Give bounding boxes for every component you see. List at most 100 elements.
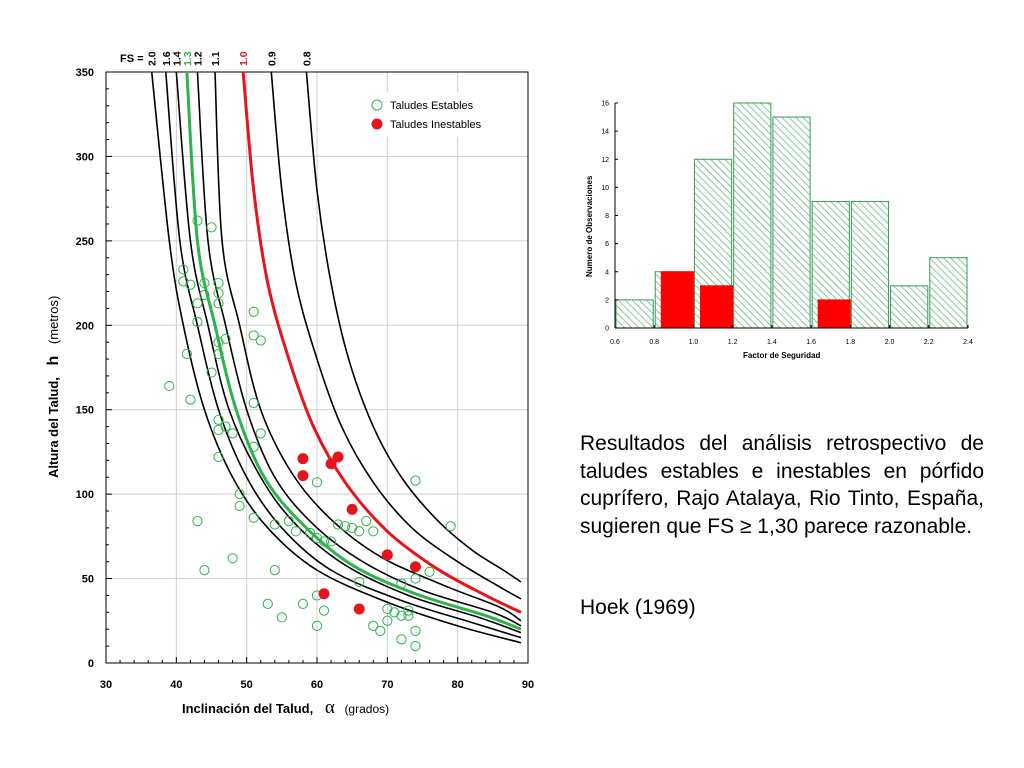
y-label-symbol: h	[45, 356, 62, 366]
y-tick-label: 300	[76, 151, 94, 163]
stable-point	[354, 576, 365, 588]
stable-point	[248, 306, 259, 317]
stable-point	[276, 612, 287, 623]
x-label-units: (grados)	[344, 702, 389, 716]
y-label-main: Altura del Talud,	[46, 377, 61, 478]
fs-label-0-8: 0.8	[301, 51, 313, 66]
y-tick-label: 150	[76, 405, 94, 417]
hist-x-tick-label: 1.8	[845, 339, 855, 346]
hist-y-tick-label: 10	[601, 185, 609, 192]
hist-x-tick-label: 2.0	[885, 339, 895, 346]
unstable-point	[325, 458, 337, 470]
unstable-bar	[817, 299, 851, 329]
stable-point	[234, 500, 245, 512]
legend-stable-marker	[371, 99, 383, 111]
hist-y-tick-label: 16	[601, 101, 609, 108]
x-tick-label: 70	[381, 679, 393, 691]
stable-point	[255, 428, 266, 439]
stable-point	[361, 516, 372, 527]
stable-point	[410, 641, 421, 652]
stable-point	[396, 610, 407, 621]
unstable-point	[346, 503, 358, 515]
stable-point	[248, 397, 259, 409]
stable-point	[333, 519, 344, 530]
stable-point	[220, 421, 231, 432]
unstable-point	[409, 561, 421, 573]
hist-y-axis-label: Numero de Observaciones	[585, 175, 594, 277]
stable-point	[213, 414, 224, 425]
stable-point	[248, 441, 259, 452]
fs-curve-1-3	[185, 71, 522, 631]
scatter-points	[164, 215, 456, 652]
stable-point	[213, 288, 224, 299]
stable-point	[178, 264, 189, 275]
stable-point	[347, 522, 358, 534]
y-tick-label: 200	[76, 320, 94, 332]
legend-box	[362, 92, 506, 137]
stable-point	[192, 316, 203, 328]
stable-point	[248, 512, 259, 523]
fs-curve-0-9	[270, 71, 522, 600]
main-y-axis-label: Altura del Talud, h (metros)	[45, 296, 62, 478]
stable-point	[311, 532, 323, 544]
hist-x-tick-label: 2.2	[924, 339, 934, 346]
stable-point	[368, 526, 379, 537]
stable-point	[213, 277, 224, 289]
stable-point	[185, 394, 196, 405]
stable-point	[164, 380, 175, 392]
unstable-point	[332, 451, 344, 463]
stable-point	[213, 337, 224, 348]
stable-point	[410, 625, 421, 637]
y-tick-label: 50	[82, 574, 94, 586]
main-axis-ticks: 30 40 50 60 70 80 90 0 50 100 150 200 250 300 350	[76, 67, 534, 691]
caption-text: Resultados del análisis retrospectivo de…	[580, 432, 984, 538]
legend: Taludes Estables Taludes Inestables	[362, 92, 506, 137]
fs-curve-labels: 2.0 1.61.41.31.2 1.1 1.0 0.9 0.8	[147, 51, 314, 66]
stable-point	[311, 477, 323, 488]
x-tick-label: 30	[100, 679, 112, 691]
stable-point	[325, 536, 337, 547]
stable-point	[382, 603, 393, 615]
stable-point	[389, 607, 400, 618]
x-tick-label: 80	[452, 679, 464, 691]
stable-point	[255, 335, 266, 346]
stable-point	[297, 598, 309, 610]
stable-point	[304, 527, 316, 539]
stable-point	[354, 526, 365, 537]
fs-label-1-0: 1.0	[238, 51, 250, 66]
hist-y-tick-label: 8	[605, 213, 609, 220]
fs-curve-1-4	[175, 71, 522, 634]
y-tick-label: 100	[76, 489, 94, 501]
stable-point	[396, 634, 407, 645]
fs-header-label: FS =	[120, 53, 144, 65]
fs-label-1-1: 1.1	[210, 51, 222, 66]
stable-point	[185, 279, 196, 290]
stable-bar	[733, 102, 772, 329]
stable-point	[403, 610, 414, 621]
stable-point	[269, 565, 280, 576]
fs-curve-0-8	[305, 71, 522, 583]
stable-point	[375, 625, 386, 637]
stable-point	[192, 298, 203, 309]
unstable-point	[353, 603, 365, 615]
fs-label-2-0: 2.0	[147, 51, 159, 66]
hist-y-tick-label: 2	[605, 297, 609, 304]
unstable-point	[318, 588, 330, 600]
fs-label-1-2: 1.2	[192, 51, 204, 66]
hist-y-tick-label: 0	[605, 326, 609, 333]
x-tick-label: 60	[311, 679, 323, 691]
unstable-point	[297, 470, 309, 482]
legend-unstable-marker	[371, 118, 383, 130]
stable-point	[192, 215, 203, 226]
stable-point	[269, 519, 280, 530]
fs-label-0-9: 0.9	[266, 51, 278, 66]
stable-point	[248, 330, 259, 341]
fs-label-1-4: 1.4	[171, 51, 183, 66]
y-tick-label: 0	[88, 658, 94, 670]
stable-point	[396, 578, 407, 589]
x-tick-label: 50	[241, 679, 253, 691]
fs-label-1-3: 1.3	[182, 51, 194, 66]
stable-point	[213, 298, 224, 309]
hist-x-tick-label: 1.2	[728, 339, 738, 346]
